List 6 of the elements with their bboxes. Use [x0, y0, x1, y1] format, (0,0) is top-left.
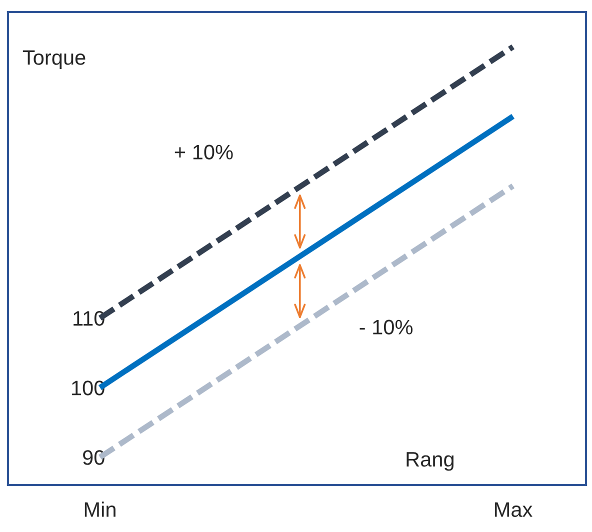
annotation: + 10%: [174, 144, 233, 160]
annotation: - 10%: [360, 320, 413, 334]
y-axis-title: Torque: [22, 50, 86, 70]
x-tick-label: Max: [495, 502, 532, 517]
x-tick-label: Min: [84, 502, 116, 517]
x-axis-title: Rang: [406, 452, 454, 471]
